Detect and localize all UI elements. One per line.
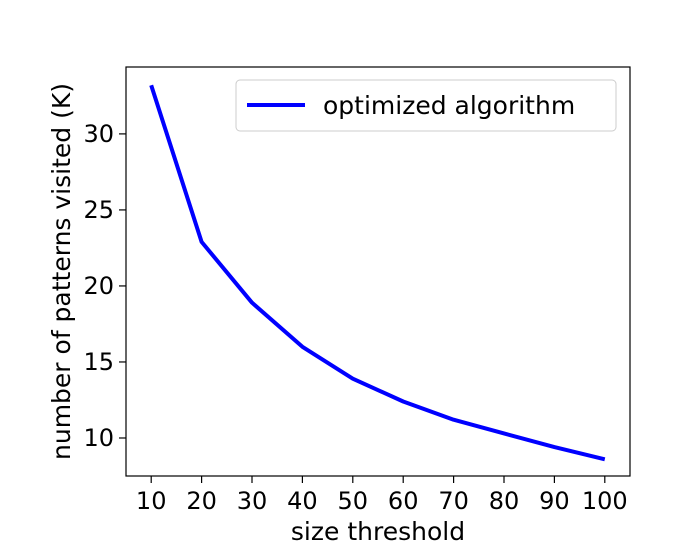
legend-label-optimized-algorithm: optimized algorithm <box>323 91 575 120</box>
legend: optimized algorithm <box>235 79 617 132</box>
series-layer <box>149 84 606 462</box>
x-tick-label: 70 <box>438 487 469 515</box>
x-tick-label: 80 <box>489 487 520 515</box>
x-axis-label: size threshold <box>291 517 465 546</box>
plot-frame <box>125 66 631 477</box>
x-tick-label: 20 <box>186 487 217 515</box>
y-axis-label: number of patterns visited (K) <box>47 83 76 460</box>
x-tick-label: 30 <box>237 487 268 515</box>
y-tick-label: 20 <box>83 272 114 300</box>
x-axis-ticks: 10 20 30 40 50 60 70 80 90 100 <box>136 476 628 515</box>
plot-area <box>126 67 630 476</box>
x-tick-label: 10 <box>136 487 167 515</box>
x-tick-label: 100 <box>582 487 628 515</box>
y-tick-label: 10 <box>83 424 114 452</box>
y-tick-label: 15 <box>83 348 114 376</box>
x-tick-label: 40 <box>287 487 318 515</box>
y-tick-label: 30 <box>83 120 114 148</box>
legend-frame <box>235 79 617 132</box>
x-tick-label: 50 <box>338 487 369 515</box>
x-tick-label: 60 <box>388 487 419 515</box>
y-axis-ticks: 10 15 20 25 30 <box>83 120 126 452</box>
series-line-0 <box>149 84 606 462</box>
y-tick-label: 25 <box>83 196 114 224</box>
x-tick-label: 90 <box>539 487 570 515</box>
